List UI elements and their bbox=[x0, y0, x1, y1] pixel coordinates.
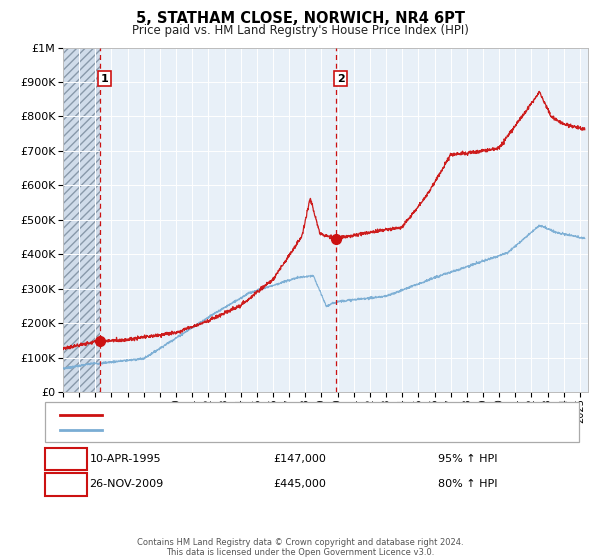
Text: 1: 1 bbox=[62, 454, 70, 464]
Text: £445,000: £445,000 bbox=[274, 479, 326, 489]
Text: 2: 2 bbox=[62, 479, 70, 489]
Text: 95% ↑ HPI: 95% ↑ HPI bbox=[438, 454, 498, 464]
Text: 2: 2 bbox=[337, 73, 345, 83]
Text: 26-NOV-2009: 26-NOV-2009 bbox=[89, 479, 163, 489]
Bar bbox=[63, 48, 100, 392]
Text: 80% ↑ HPI: 80% ↑ HPI bbox=[438, 479, 498, 489]
Text: 5, STATHAM CLOSE, NORWICH, NR4 6PT (detached house): 5, STATHAM CLOSE, NORWICH, NR4 6PT (deta… bbox=[108, 409, 410, 419]
Text: Contains HM Land Registry data © Crown copyright and database right 2024.
This d: Contains HM Land Registry data © Crown c… bbox=[137, 538, 463, 557]
Text: 10-APR-1995: 10-APR-1995 bbox=[90, 454, 162, 464]
Text: HPI: Average price, detached house, Norwich: HPI: Average price, detached house, Norw… bbox=[108, 425, 343, 435]
Text: 5, STATHAM CLOSE, NORWICH, NR4 6PT: 5, STATHAM CLOSE, NORWICH, NR4 6PT bbox=[136, 11, 464, 26]
Text: £147,000: £147,000 bbox=[274, 454, 326, 464]
Text: 1: 1 bbox=[101, 73, 109, 83]
Text: Price paid vs. HM Land Registry's House Price Index (HPI): Price paid vs. HM Land Registry's House … bbox=[131, 24, 469, 36]
